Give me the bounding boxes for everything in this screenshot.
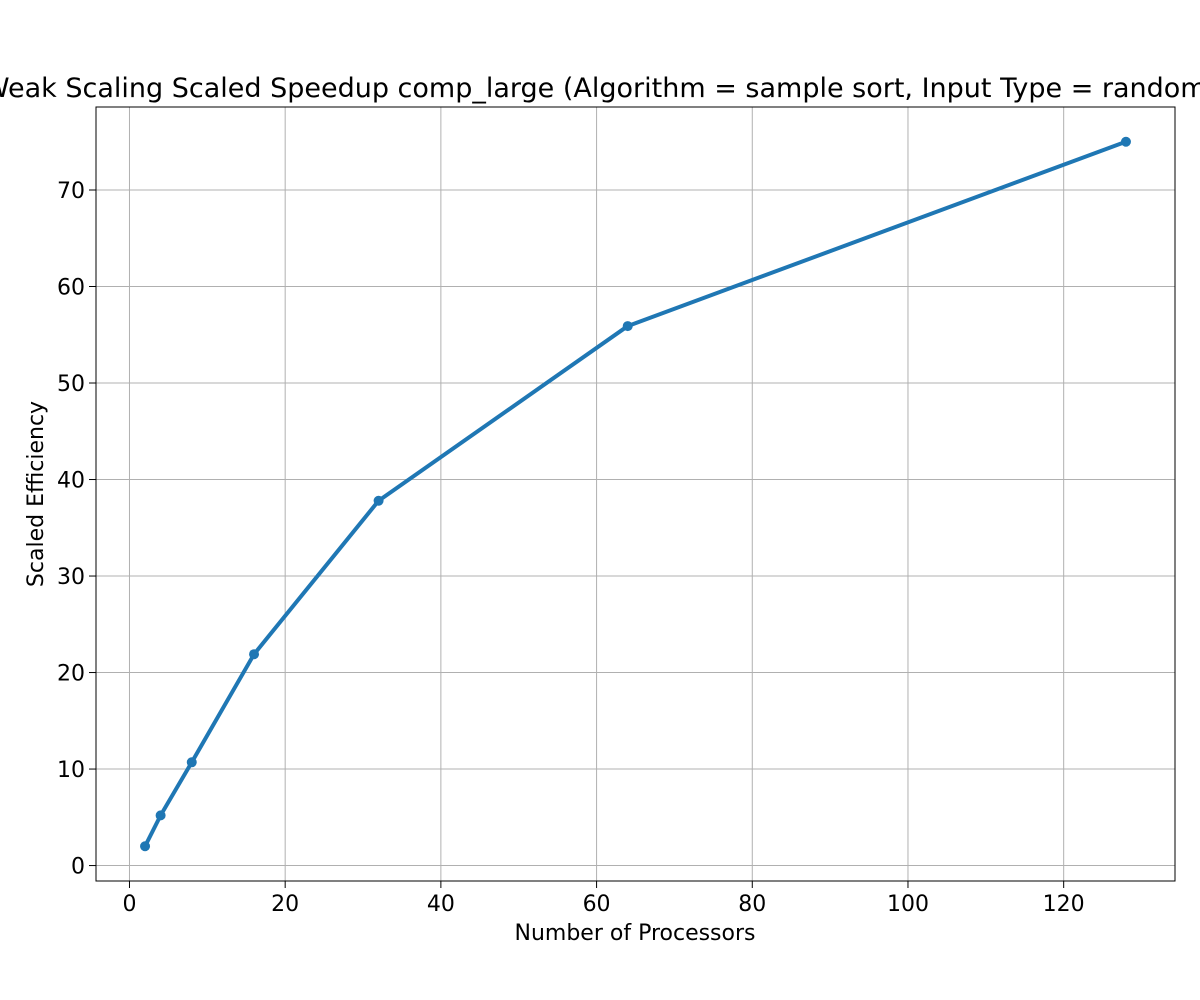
x-axis-label: Number of Processors xyxy=(515,921,756,946)
x-tick-label: 20 xyxy=(271,892,299,917)
x-tick-label: 40 xyxy=(427,892,455,917)
data-point xyxy=(249,649,260,660)
y-tick-label: 20 xyxy=(57,662,85,687)
series-line xyxy=(142,139,1129,849)
ticks: 0 20 40 60 80 100 120 0 10 20 30 40 50 60 70 xyxy=(57,179,1085,917)
series-layer xyxy=(140,136,1131,852)
y-tick-label: 10 xyxy=(57,758,85,783)
y-tick-label: 50 xyxy=(57,372,85,397)
data-point xyxy=(155,810,166,821)
data-point xyxy=(186,757,197,768)
data-point xyxy=(373,495,384,506)
y-axis-label: Scaled Efficiency xyxy=(24,401,49,587)
data-point xyxy=(140,841,151,852)
grid xyxy=(96,107,1175,881)
y-tick-label: 0 xyxy=(71,855,85,880)
plot-frame xyxy=(95,106,1176,882)
y-tick-label: 60 xyxy=(57,276,85,301)
x-tick-label: 60 xyxy=(583,892,611,917)
y-tick-label: 70 xyxy=(57,179,85,204)
y-tick-label: 40 xyxy=(57,469,85,494)
x-tick-label: 0 xyxy=(122,892,136,917)
x-tick-label: 100 xyxy=(887,892,929,917)
x-tick-label: 80 xyxy=(738,892,766,917)
data-point xyxy=(622,321,633,332)
x-tick-label: 120 xyxy=(1043,892,1085,917)
chart-title: Weak Scaling Scaled Speedup comp_large (… xyxy=(0,73,1200,104)
data-point xyxy=(1120,136,1131,147)
y-tick-label: 30 xyxy=(57,565,85,590)
